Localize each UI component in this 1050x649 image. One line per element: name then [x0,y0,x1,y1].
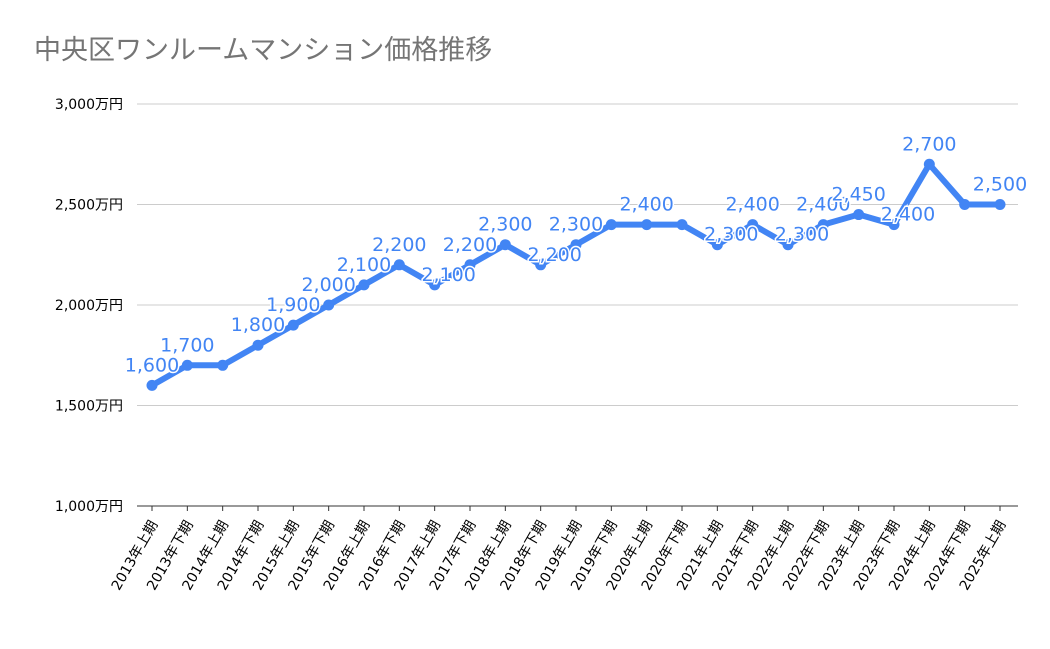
data-point [217,359,229,371]
data-label: 2,400 [725,194,779,216]
data-label: 2,100 [337,254,391,276]
data-point [393,259,405,271]
data-point [782,239,794,251]
data-label: 1,700 [160,334,214,356]
data-point [747,219,759,231]
data-point [181,359,193,371]
data-label: 2,300 [704,224,758,246]
data-point [817,219,829,231]
data-point [994,199,1006,210]
data-label: 2,700 [902,133,956,155]
data-point [923,158,935,170]
data-label: 2,300 [549,214,603,236]
y-tick-label: 2,000万円 [55,298,123,314]
data-label: 2,200 [527,244,581,266]
data-point [711,239,723,251]
y-tick-label: 1,500万円 [55,399,123,415]
chart-title: 中央区ワンルームマンション価格推移 [34,35,493,66]
data-label: 2,450 [831,184,885,206]
data-point [499,239,511,251]
data-point [641,219,653,231]
y-tick-label: 3,000万円 [55,97,123,113]
data-label: 1,600 [125,354,179,376]
data-label: 2,400 [796,194,850,216]
data-label: 2,500 [973,174,1027,196]
data-point [605,219,617,231]
data-point [323,299,335,311]
data-label: 2,200 [372,234,426,256]
data-point [146,379,158,391]
y-tick-label: 1,000万円 [55,499,123,515]
data-label: 2,100 [421,264,475,286]
data-point [959,199,971,210]
data-point [888,219,900,231]
data-label: 1,900 [266,294,320,316]
data-point [535,259,547,271]
data-point [287,319,299,331]
data-point [853,209,865,221]
data-label: 2,000 [301,274,355,296]
data-point [464,259,476,271]
data-point [358,279,370,291]
y-tick-label: 2,500万円 [55,198,123,214]
data-point [429,279,441,291]
data-label: 2,400 [881,204,935,226]
data-point [676,219,688,231]
data-label: 2,300 [775,224,829,246]
data-point [252,339,264,351]
data-point [570,239,582,251]
data-label: 1,800 [231,314,285,336]
data-label: 2,300 [478,214,532,236]
data-label: 2,400 [619,194,673,216]
data-label: 2,200 [443,234,497,256]
